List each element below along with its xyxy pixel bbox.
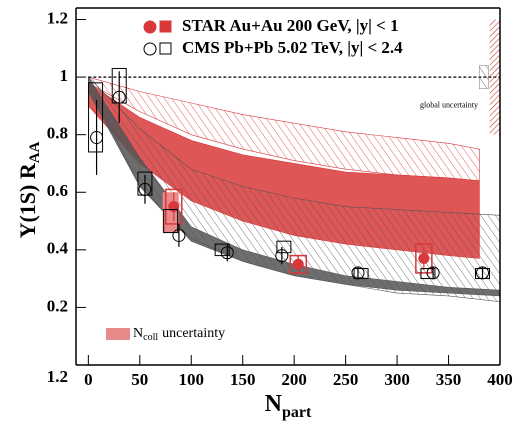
x-tick-label: 350 <box>436 370 462 389</box>
y-tick-label: 0.4 <box>47 239 69 258</box>
x-label-main: N <box>265 391 283 417</box>
y-tick-label: 0.2 <box>47 296 68 315</box>
y-tick-label: 1 <box>60 66 69 85</box>
ncoll-rest: uncertainty <box>162 326 225 341</box>
y-label-sub: AA <box>27 141 43 163</box>
ncoll-sub: coll <box>143 332 158 343</box>
y-tick-label: 1.2 <box>47 367 68 386</box>
sys-box <box>165 188 183 225</box>
sys-box <box>420 268 436 280</box>
data-point <box>275 249 289 263</box>
sys-box <box>276 240 292 254</box>
data-point <box>172 228 186 242</box>
legend-marker <box>143 20 157 34</box>
y-tick-label: 1.2 <box>47 8 68 27</box>
ncoll-n: N <box>133 326 143 341</box>
data-point <box>426 266 440 280</box>
data-point <box>90 131 104 145</box>
legend-label: CMS Pb+Pb 5.02 TeV, |y| < 2.4 <box>182 38 403 57</box>
y-tick-label: 0.8 <box>47 124 68 143</box>
data-point <box>418 252 430 264</box>
global-uncertainty-cms <box>479 65 489 89</box>
y-axis-label: Υ(1S) RAA <box>15 141 43 238</box>
ncoll-legend-box <box>106 328 130 340</box>
data-point <box>220 246 234 260</box>
x-tick-label: 100 <box>179 370 205 389</box>
global-uncertainty-star <box>489 19 500 135</box>
x-label-sub: part <box>282 404 312 421</box>
x-tick-label: 300 <box>384 370 410 389</box>
x-axis-label: Npart <box>265 391 312 421</box>
legend-marker <box>143 42 157 56</box>
data-point <box>138 182 152 196</box>
y-tick-label: 0.6 <box>47 181 68 200</box>
x-tick-label: 50 <box>131 370 148 389</box>
x-tick-label: 150 <box>230 370 256 389</box>
data-point <box>112 90 126 104</box>
data-point <box>292 258 304 270</box>
y-label-main: Υ(1S) R <box>15 162 40 238</box>
x-tick-label: 250 <box>333 370 359 389</box>
legend-marker <box>159 20 172 33</box>
sys-box <box>163 209 179 234</box>
ncoll-legend-label: Ncoll uncertainty <box>133 326 225 343</box>
legend-label: STAR Au+Au 200 GeV, |y| < 1 <box>182 16 399 35</box>
sys-box <box>88 82 104 153</box>
data-point <box>351 266 365 280</box>
x-tick-label: 200 <box>281 370 307 389</box>
sys-box <box>415 243 433 274</box>
x-tick-label: 0 <box>84 370 93 389</box>
legend-marker <box>159 42 172 55</box>
x-tick-label: 400 <box>487 370 513 389</box>
data-point <box>476 266 490 280</box>
global-uncertainty-label: global uncertainty <box>420 101 478 110</box>
